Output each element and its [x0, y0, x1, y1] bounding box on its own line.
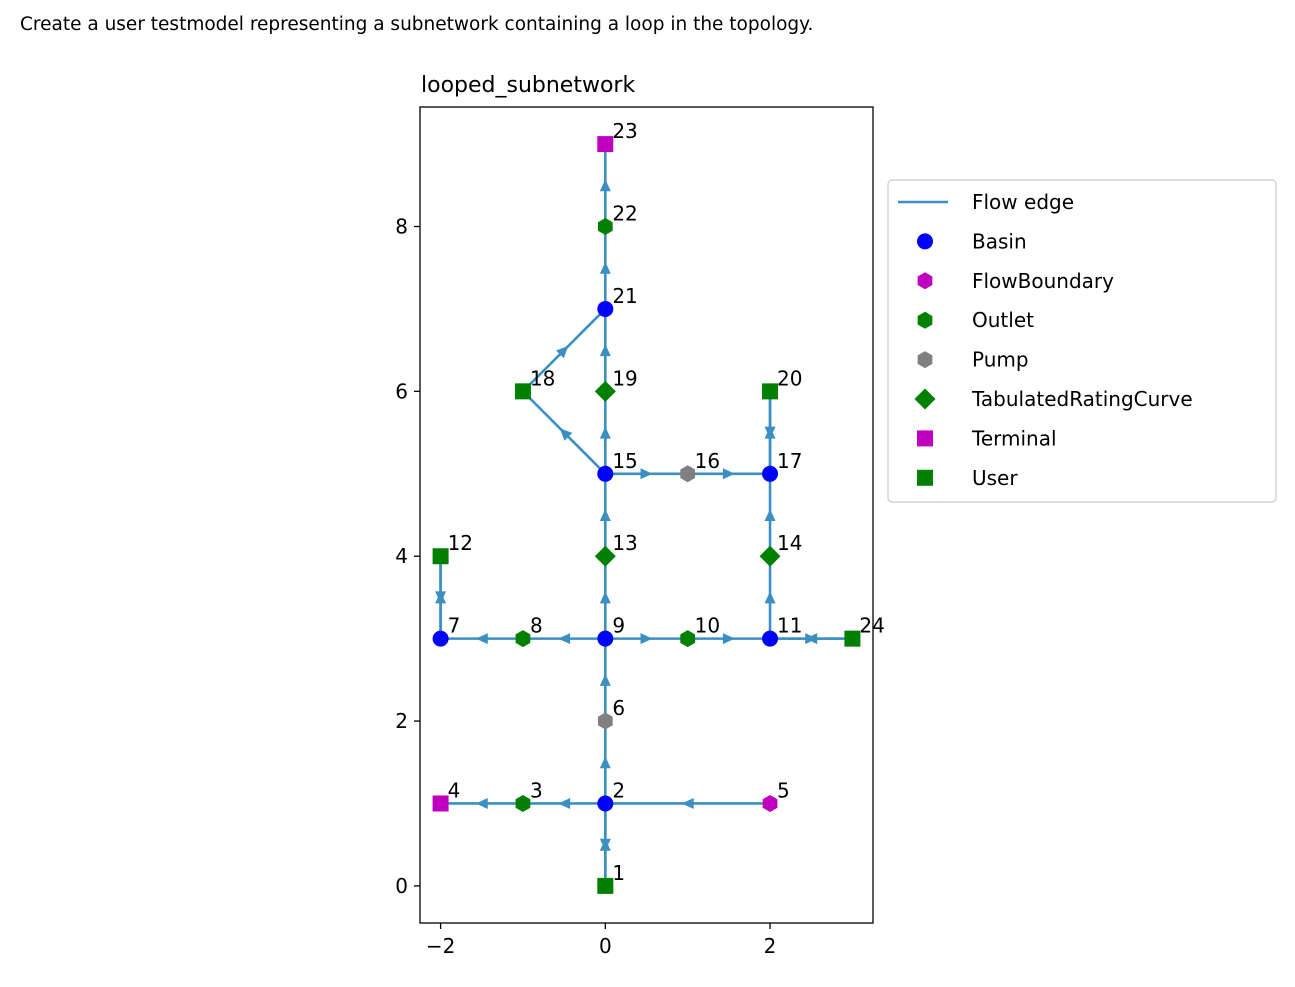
node-label-3: 3 [530, 778, 543, 802]
node-label-8: 8 [530, 614, 543, 638]
legend-frame [888, 180, 1276, 502]
node-3-outlet [516, 795, 531, 812]
x-tick-label: 0 [599, 934, 612, 958]
node-10-outlet [680, 630, 695, 647]
node-1-user [597, 878, 613, 894]
y-tick-label: 4 [395, 544, 408, 568]
x-tick-label: −2 [426, 934, 455, 958]
node-15-basin [597, 466, 613, 482]
flow-arrow-14-17 [765, 509, 776, 521]
node-label-2: 2 [612, 778, 625, 802]
node-label-15: 15 [612, 449, 637, 473]
node-8-outlet [516, 630, 531, 647]
flow-arrow-15-19 [600, 427, 611, 439]
node-23-terminal [597, 136, 613, 152]
flow-arrow-3-4 [476, 798, 488, 809]
legend: Flow edge Basin FlowBoundary Outlet Pump Tabu… [888, 180, 1276, 502]
legend-label-outlet: Outlet [972, 308, 1034, 332]
flow-arrow-19-21 [600, 344, 611, 356]
legend-label-terminal: Terminal [971, 426, 1057, 450]
node-label-7: 7 [448, 614, 461, 638]
node-label-14: 14 [777, 531, 802, 555]
legend-label-basin: Basin [972, 229, 1027, 253]
node-11-basin [762, 631, 778, 647]
plot-frame [420, 107, 873, 923]
node-20-user [762, 383, 778, 399]
node-label-21: 21 [612, 284, 637, 308]
node-2-basin [597, 795, 613, 811]
node-9-basin [597, 631, 613, 647]
node-label-16: 16 [695, 449, 720, 473]
node-label-12: 12 [448, 531, 473, 555]
flow-arrow-8-7 [476, 633, 488, 644]
node-21-basin [597, 301, 613, 317]
node-label-24: 24 [859, 614, 884, 638]
y-tick-label: 2 [395, 709, 408, 733]
chart-title: looped_subnetwork [421, 73, 635, 98]
node-16-pump [680, 465, 695, 482]
legend-label-pump: Pump [972, 348, 1029, 372]
node-label-6: 6 [612, 696, 625, 720]
y-tick-label: 6 [395, 379, 408, 403]
legend-marker-basin [917, 233, 933, 249]
node-4-terminal [433, 795, 449, 811]
node-label-1: 1 [612, 861, 625, 885]
legend-marker-user [917, 470, 933, 486]
flow-arrow-2-3 [558, 798, 570, 809]
node-label-19: 19 [612, 366, 637, 390]
node-24-user [844, 631, 860, 647]
flow-arrow-9-13 [600, 591, 611, 603]
flow-arrow-10-11 [723, 633, 735, 644]
flow-arrow-15-16 [641, 468, 653, 479]
node-label-22: 22 [612, 202, 637, 226]
node-label-11: 11 [777, 614, 802, 638]
node-label-5: 5 [777, 778, 790, 802]
node-label-13: 13 [612, 531, 637, 555]
node-label-23: 23 [612, 119, 637, 143]
node-6-pump [598, 713, 613, 730]
node-label-9: 9 [612, 614, 625, 638]
x-tick-label: 2 [764, 934, 777, 958]
node-label-17: 17 [777, 449, 802, 473]
node-label-4: 4 [448, 778, 461, 802]
node-7-basin [433, 631, 449, 647]
y-tick-label: 8 [395, 215, 408, 239]
flow-arrow-13-15 [600, 509, 611, 521]
legend-label-flowboundary: FlowBoundary [972, 269, 1114, 293]
flow-arrow-22-23 [600, 179, 611, 191]
legend-marker-terminal [917, 430, 933, 446]
flow-arrow-21-22 [600, 262, 611, 274]
flow-arrow-5-2 [682, 798, 694, 809]
node-label-20: 20 [777, 366, 802, 390]
legend-label-flow edge: Flow edge [972, 190, 1074, 214]
edges-layer [435, 144, 852, 886]
node-12-user [433, 548, 449, 564]
flow-arrow-16-17 [723, 468, 735, 479]
y-tick-label: 0 [395, 874, 408, 898]
legend-label-user: User [972, 466, 1018, 490]
flow-arrow-2-6 [600, 756, 611, 768]
flow-arrow-9-10 [641, 633, 653, 644]
node-5-flowboundary [763, 795, 778, 812]
flow-arrow-9-8 [558, 633, 570, 644]
node-label-18: 18 [530, 366, 555, 390]
axes-layer: −2 0 2 0 2 4 6 8 [395, 215, 776, 958]
flow-arrow-6-9 [600, 674, 611, 686]
node-label-10: 10 [695, 614, 720, 638]
node-22-outlet [598, 218, 613, 235]
legend-label-tabulatedratingcurve: TabulatedRatingCurve [971, 387, 1193, 411]
flow-arrow-11-14 [765, 591, 776, 603]
node-17-basin [762, 466, 778, 482]
nodes-layer [433, 136, 861, 894]
node-18-user [515, 383, 531, 399]
